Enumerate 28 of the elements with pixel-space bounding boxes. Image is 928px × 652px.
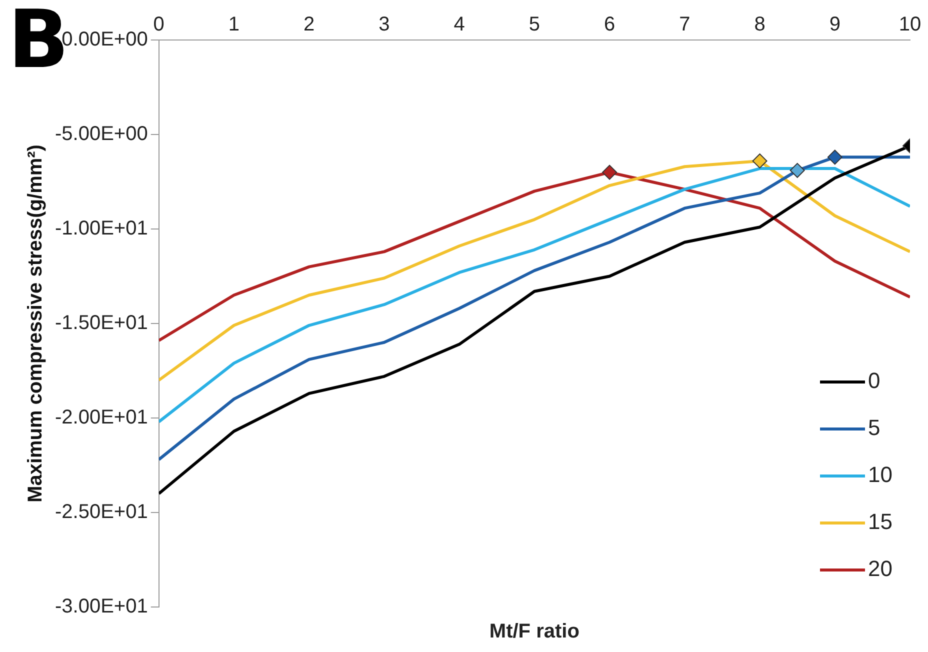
x-tick-label: 9: [829, 14, 840, 36]
x-tick-label: 10: [898, 14, 922, 36]
legend-label: 5: [868, 415, 880, 440]
x-tick-label: 1: [228, 14, 240, 36]
x-tick-label: 0: [153, 14, 164, 36]
legend-label: 20: [868, 556, 892, 582]
point: [752, 153, 768, 168]
y-tick-label: -2.50E+01: [54, 501, 148, 524]
point: [790, 162, 805, 178]
x-tick-label: 2: [304, 14, 315, 36]
y-tick-label: -1.00E+01: [54, 218, 148, 240]
x-tick-label: 5: [528, 14, 540, 36]
y-axis-title: Maximum compressive stress(g/mm²): [24, 144, 47, 502]
x-tick-label: 7: [679, 14, 690, 36]
x-tick-label: 8: [754, 14, 766, 36]
point: [827, 150, 842, 165]
y-tick-label: -1.50E+01: [54, 312, 148, 334]
y-tick-label: -2.00E+01: [54, 406, 148, 429]
legend-label: 0: [868, 368, 880, 394]
x-axis-title: Mt/F ratio: [489, 620, 580, 643]
legend-label: 10: [868, 462, 892, 488]
y-tick-label: -3.00E+01: [54, 596, 148, 618]
x-tick-label: 6: [604, 14, 616, 36]
x-tick-label: 3: [378, 14, 390, 36]
point: [602, 164, 618, 180]
legend-label: 15: [868, 509, 892, 534]
x-tick-label: 4: [454, 14, 465, 36]
y-tick-label: -5.00E+00: [54, 123, 148, 146]
